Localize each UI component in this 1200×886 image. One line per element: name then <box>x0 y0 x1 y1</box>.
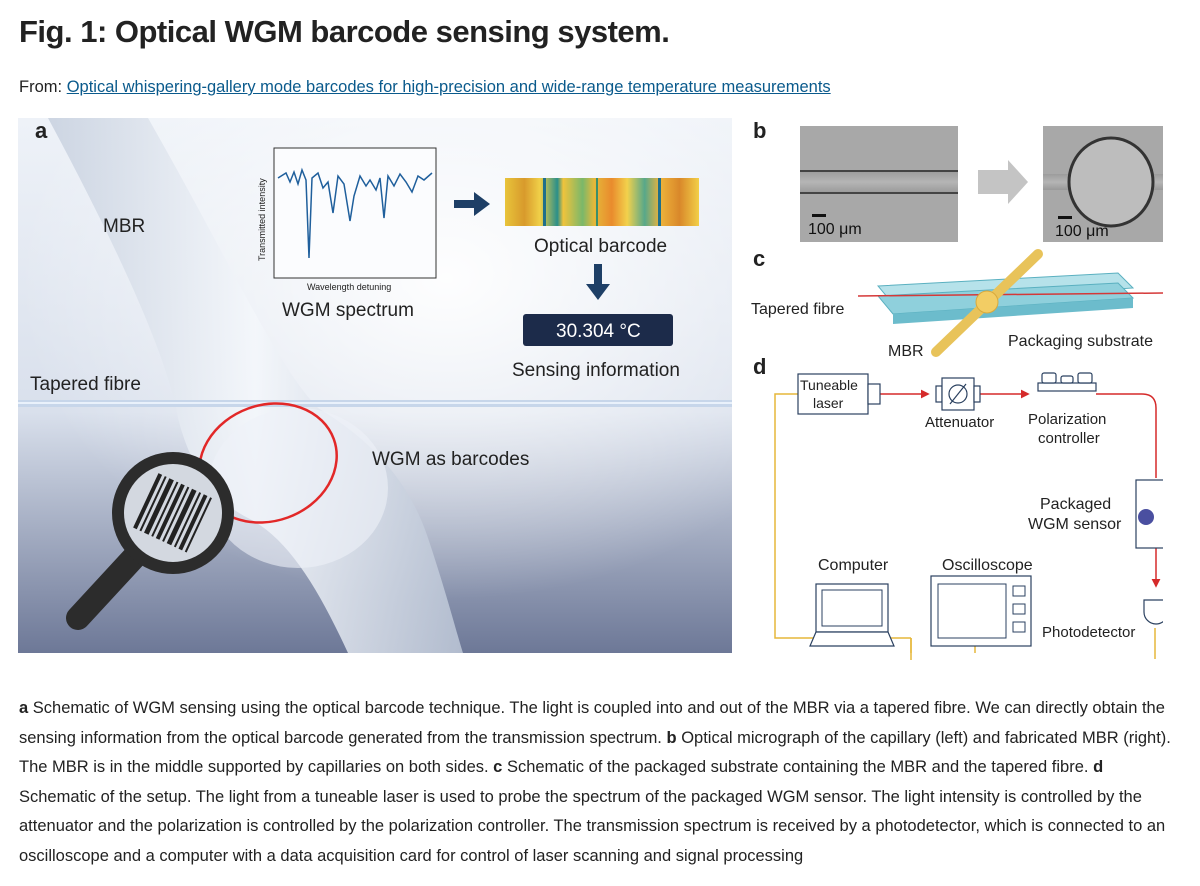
panel-a-letter: a <box>35 118 48 143</box>
panel-b: b 100 μm 100 μm <box>753 118 1163 242</box>
label-wgm-spectrum: WGM spectrum <box>282 300 414 321</box>
figure-title: Fig. 1: Optical WGM barcode sensing syst… <box>19 14 670 49</box>
label-mbr: MBR <box>103 216 145 237</box>
sensor-label-1: Packaged <box>1040 496 1111 513</box>
panel-c: c Tapered fibre MBR Packaging substrate <box>751 246 1163 360</box>
barcode-image <box>505 178 699 226</box>
caption-a-letter: a <box>19 699 29 717</box>
spectrum-ylabel: Transmitted intensity <box>257 178 267 261</box>
temperature-display <box>523 314 673 346</box>
caption-d-text: Schematic of the setup. The light from a… <box>19 787 1166 865</box>
polarization-label-1: Polarization <box>1028 411 1106 428</box>
panel-d-letter: d <box>753 354 766 379</box>
laser-label-1: Tuneable <box>800 377 858 393</box>
label-wgm-barcodes: WGM as barcodes <box>372 449 529 470</box>
polarization-controller: Polarization controller <box>1028 372 1106 447</box>
magnifier-icon <box>66 452 234 630</box>
arrow-down-icon <box>586 264 610 300</box>
spectrum-xlabel: Wavelength detuning <box>307 282 391 292</box>
caption-b-text: Optical micrograph of the capillary (lef… <box>19 728 1171 777</box>
computer-label: Computer <box>818 557 889 574</box>
computer-icon: Computer <box>809 557 895 647</box>
caption-b-letter: b <box>666 728 677 747</box>
oscilloscope-icon: Oscilloscope <box>930 557 1033 647</box>
scale-bar-left: 100 μm <box>808 221 862 238</box>
arrow-right-icon <box>454 192 490 216</box>
caption-c-text: Schematic of the packaged substrate cont… <box>506 758 1089 776</box>
caption-c-letter: c <box>493 758 503 776</box>
attenuator: Attenuator <box>925 377 994 431</box>
oscilloscope-label: Oscilloscope <box>942 557 1033 574</box>
panel-b-letter: b <box>753 118 766 143</box>
label-optical-barcode: Optical barcode <box>534 236 667 257</box>
caption-a-text: Schematic of WGM sensing using the optic… <box>19 699 1165 747</box>
photodetector-label: Photodetector <box>1042 624 1135 641</box>
source-article-link[interactable]: Optical whispering-gallery mode barcodes… <box>66 78 831 96</box>
photodetector-icon: Photodetector <box>1042 599 1163 641</box>
from-label: From: <box>19 78 63 96</box>
label-tapered-fibre: Tapered fibre <box>30 374 141 395</box>
sensor-label-2: WGM sensor <box>1028 516 1122 533</box>
panel-c-letter: c <box>753 246 765 271</box>
figure-image: a MBR Tapered fibre WGM as barcodes Tran… <box>18 118 1163 660</box>
label-sensing-information: Sensing information <box>512 360 680 381</box>
polarization-label-2: controller <box>1038 430 1100 447</box>
scale-bar-right: 100 μm <box>1055 223 1109 240</box>
packaged-wgm-sensor: Packaged WGM sensor <box>1028 479 1163 549</box>
caption-d-letter: d <box>1093 758 1104 776</box>
panel-a: a MBR Tapered fibre WGM as barcodes Tran… <box>18 118 732 653</box>
attenuator-label: Attenuator <box>925 414 994 431</box>
label-c-substrate: Packaging substrate <box>1008 333 1153 350</box>
source-line: From: Optical whispering-gallery mode ba… <box>19 78 831 97</box>
laser-label-2: laser <box>813 395 844 411</box>
temperature-value: 30.304 °C <box>556 321 641 342</box>
arrow-right-gray-icon <box>978 160 1028 204</box>
tuneable-laser: Tuneable laser <box>797 373 881 415</box>
figure-caption: a Schematic of WGM sensing using the opt… <box>19 694 1184 871</box>
panel-d: d Tuneable laser Attenuator <box>753 354 1163 660</box>
label-c-tapered-fibre: Tapered fibre <box>751 301 844 318</box>
label-c-mbr: MBR <box>888 343 924 360</box>
